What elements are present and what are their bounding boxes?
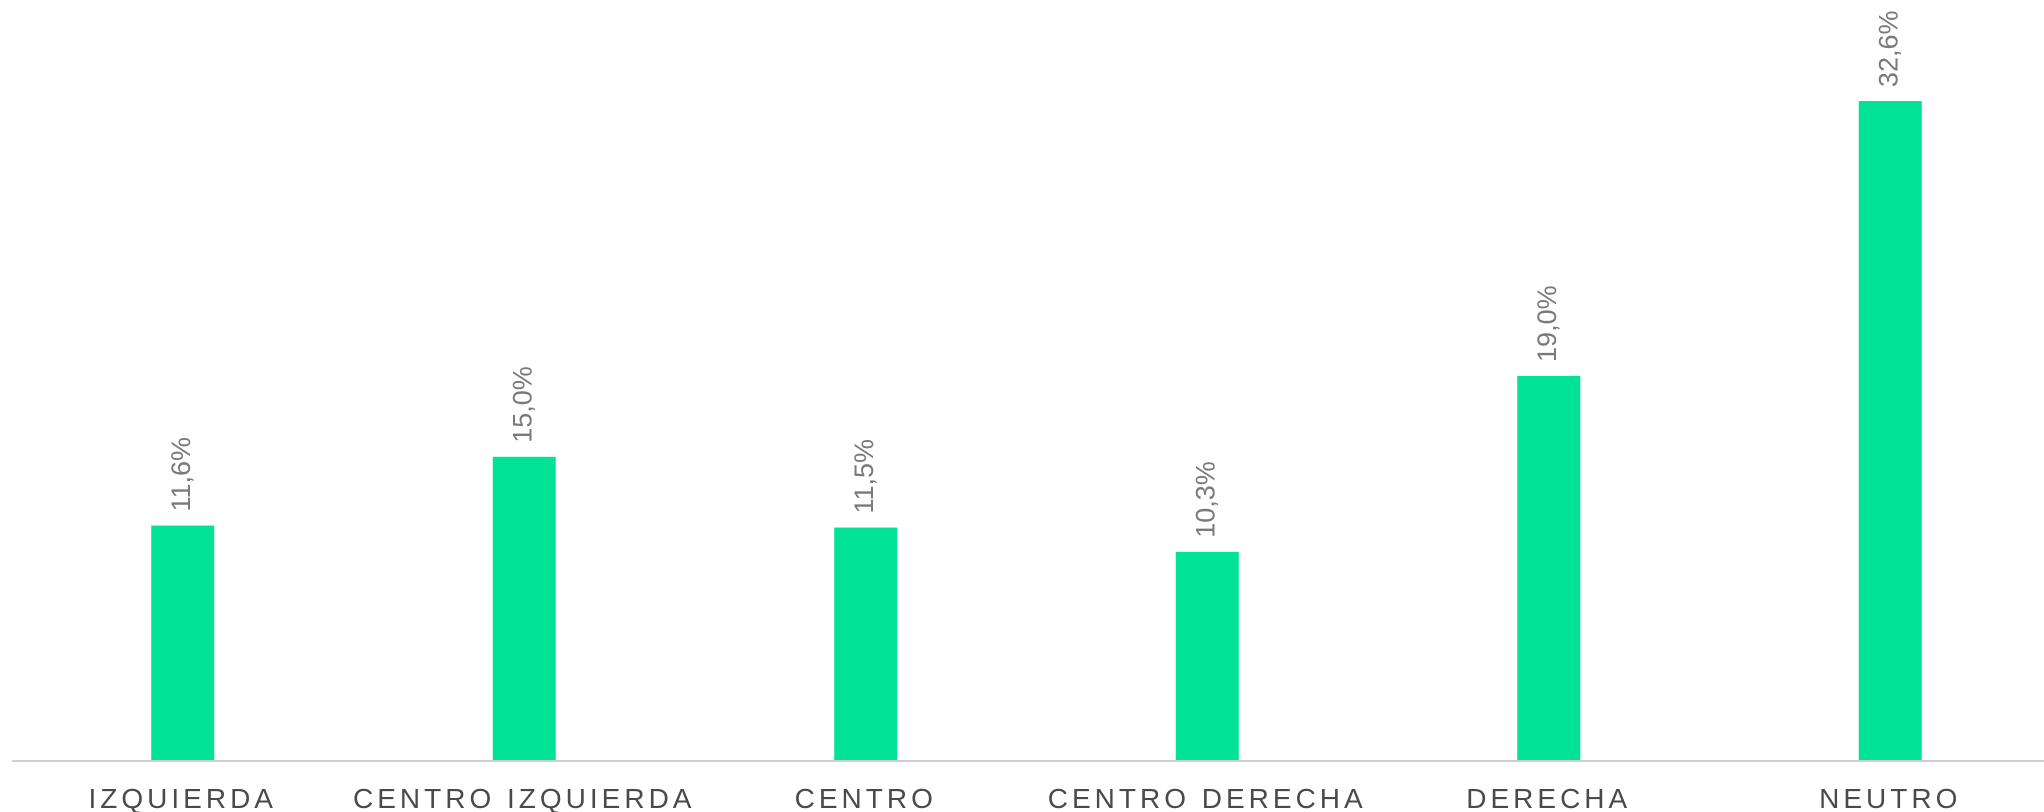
x-tick-label: CENTRO IZQUIERDA bbox=[353, 783, 695, 812]
x-tick-label: CENTRO bbox=[795, 783, 937, 812]
x-tick-label: NEUTRO bbox=[1819, 783, 1961, 812]
bar bbox=[834, 527, 898, 760]
x-tick-label: IZQUIERDA bbox=[89, 783, 277, 812]
bar bbox=[1175, 551, 1239, 760]
bar bbox=[492, 456, 556, 760]
bar bbox=[151, 525, 215, 760]
value-label: 19,0% bbox=[1532, 285, 1562, 362]
bar bbox=[1858, 101, 1922, 760]
value-label: 10,3% bbox=[1190, 461, 1220, 538]
value-label: 15,0% bbox=[507, 366, 537, 443]
value-label: 11,6% bbox=[166, 437, 196, 512]
x-tick-label: DERECHA bbox=[1466, 783, 1631, 812]
x-tick-label: CENTRO DERECHA bbox=[1048, 783, 1367, 812]
value-label: 32,6% bbox=[1873, 11, 1903, 88]
bar bbox=[1517, 375, 1581, 760]
value-label: 11,5% bbox=[849, 439, 879, 514]
